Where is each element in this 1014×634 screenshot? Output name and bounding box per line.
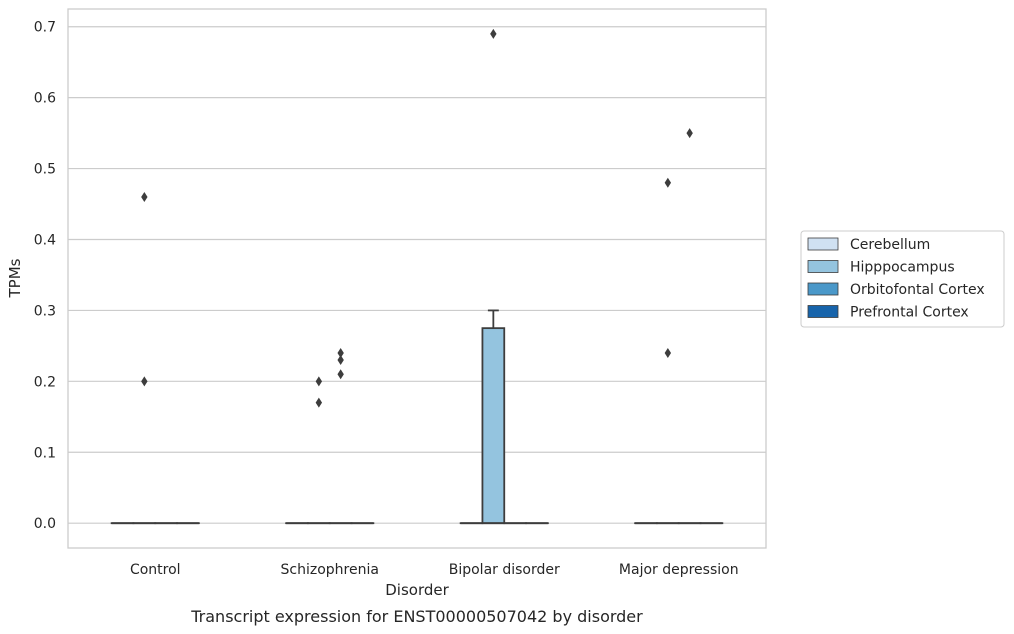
y-tick-label: 0.0: [34, 516, 56, 532]
outlier-point: [337, 369, 344, 380]
legend-label: Cerebellum: [850, 237, 930, 253]
y-tick-label: 0.2: [34, 374, 56, 390]
outlier-point: [337, 355, 344, 366]
y-tick-labels: 0.0 0.1 0.2 0.3 0.4 0.5 0.6 0.7: [34, 20, 56, 532]
plot-area-frame: [67, 8, 767, 549]
y-tick-label: 0.5: [34, 162, 56, 178]
box-layer: [110, 28, 724, 525]
legend-swatch: [807, 260, 839, 273]
outlier-point: [490, 28, 497, 39]
x-tick-label: Schizophrenia: [281, 562, 379, 578]
y-axis-title: TPMs: [6, 258, 24, 298]
legend-label: Orbitofontal Cortex: [850, 282, 985, 298]
x-axis-title: Disorder: [385, 581, 449, 599]
y-tick-label: 0.6: [34, 91, 56, 107]
legend-swatch: [807, 282, 839, 296]
x-tick-label: Major depression: [619, 562, 739, 578]
legend-frame: [800, 230, 1005, 328]
x-tick-label: Control: [130, 562, 181, 578]
box-iqr: [481, 327, 506, 525]
figure-caption: Transcript expression for ENST0000050704…: [190, 607, 643, 626]
outlier-point: [337, 347, 344, 358]
outlier-point: [141, 191, 148, 202]
legend: Cerebellum Hipppocampus Orbitofontal Corte…: [800, 230, 1005, 328]
x-tick-labels: Control Schizophrenia Bipolar disorder Majo…: [130, 562, 739, 578]
box-hipppocampus: [481, 28, 506, 525]
box-orbitofontal-cortex: [328, 347, 353, 525]
outlier-point: [664, 177, 672, 188]
box-hipppocampus: [307, 376, 331, 525]
box-orbitofontal-cortex: [677, 128, 702, 525]
legend-swatch: [807, 237, 839, 251]
outlier-point: [141, 376, 148, 387]
outlier-point: [315, 376, 323, 387]
box-hipppocampus: [132, 191, 157, 525]
box-hipppocampus: [656, 177, 680, 525]
y-tick-label: 0.1: [34, 445, 56, 461]
y-tick-label: 0.7: [34, 20, 56, 36]
y-tick-label: 0.3: [34, 303, 56, 319]
outlier-point: [686, 128, 693, 139]
legend-label: Prefrontal Cortex: [850, 305, 969, 321]
legend-swatch: [807, 305, 839, 318]
outlier-point: [664, 347, 672, 358]
outlier-point: [315, 397, 323, 408]
gridlines: [68, 26, 766, 524]
x-tick-label: Bipolar disorder: [449, 562, 560, 578]
y-tick-label: 0.4: [34, 232, 56, 248]
legend-label: Hipppocampus: [850, 260, 955, 276]
